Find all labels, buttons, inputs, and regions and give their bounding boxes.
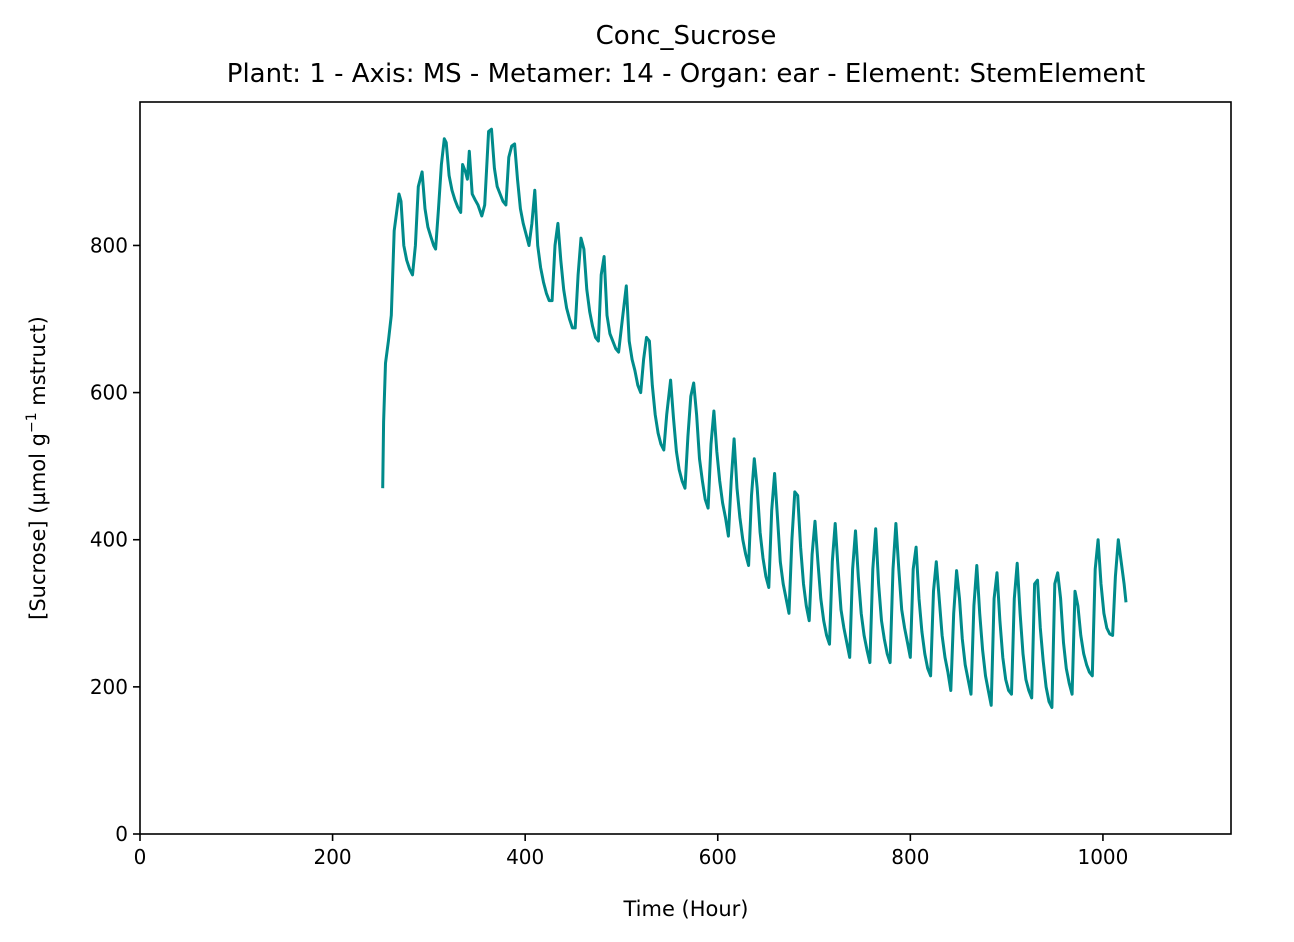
y-tick-label: 600 <box>90 381 128 405</box>
chart-subtitle: Plant: 1 - Axis: MS - Metamer: 14 - Orga… <box>227 59 1145 89</box>
y-tick-label: 0 <box>115 822 128 846</box>
x-axis-label: Time (Hour) <box>622 897 748 921</box>
x-tick-label: 800 <box>891 845 929 869</box>
x-tick-label: 0 <box>134 845 147 869</box>
plot-frame <box>139 101 1232 835</box>
chart-title: Conc_Sucrose <box>596 21 777 51</box>
y-axis-label: [Sucrose] (µmol g−1 mstruct) <box>24 316 50 620</box>
y-axis-label-suffix: mstruct) <box>26 316 50 412</box>
x-tick-label: 600 <box>699 845 737 869</box>
x-tick-label: 1000 <box>1077 845 1128 869</box>
x-tick-label: 200 <box>313 845 351 869</box>
y-tick-label: 200 <box>90 675 128 699</box>
y-axis-label-superscript: −1 <box>24 412 40 433</box>
y-axis-ticks: 0 200 400 600 800 <box>90 233 140 846</box>
series-layer <box>381 127 1128 709</box>
x-tick-label: 400 <box>506 845 544 869</box>
x-axis-ticks: 0 200 400 600 800 1000 <box>134 834 1128 869</box>
y-axis-label-prefix: [Sucrose] (µmol g <box>26 433 50 620</box>
series-line-0 <box>381 127 1128 709</box>
y-tick-label: 800 <box>90 233 128 257</box>
y-tick-label: 400 <box>90 528 128 552</box>
